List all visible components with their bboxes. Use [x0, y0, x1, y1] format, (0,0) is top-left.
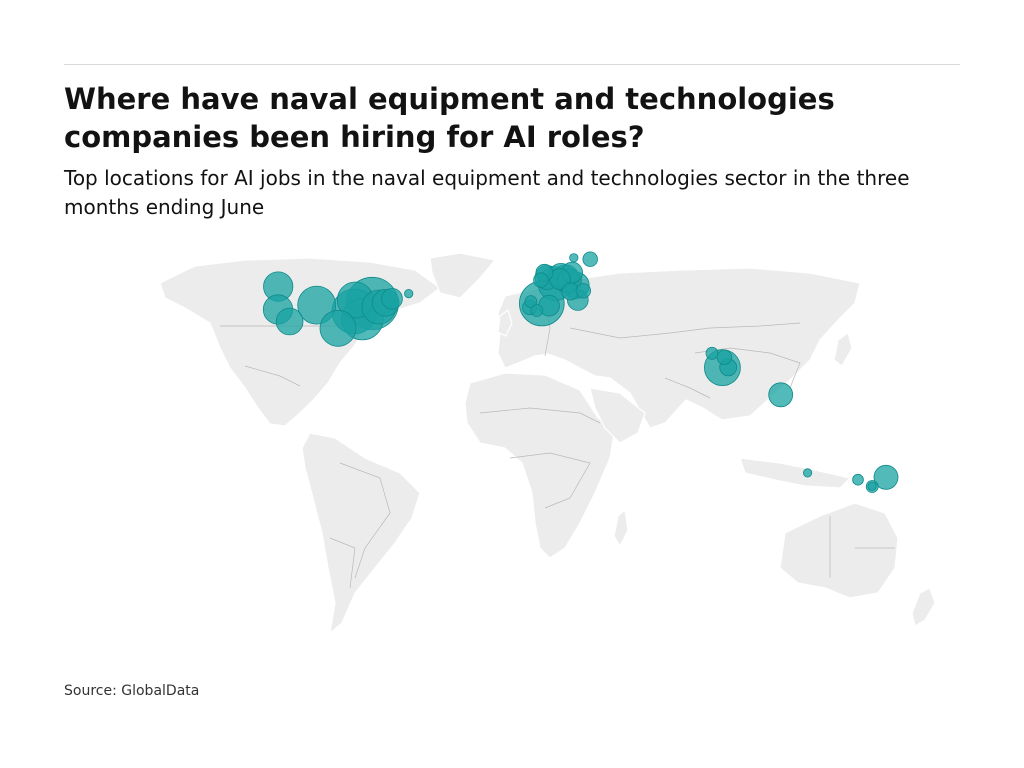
- location-bubble: [319, 309, 357, 347]
- location-bubble: [716, 349, 733, 366]
- location-bubble: [404, 288, 414, 299]
- chart-title: Where have naval equipment and technolog…: [64, 82, 835, 154]
- top-rule: [64, 64, 960, 65]
- bubble-layer: [262, 251, 899, 493]
- land-new-zealand: [911, 587, 936, 627]
- location-bubble: [768, 382, 794, 408]
- border-layer: [220, 297, 895, 589]
- location-bubble: [852, 473, 864, 486]
- border-australia: [829, 516, 895, 578]
- location-bubble: [802, 468, 813, 478]
- land-north-america: [159, 257, 442, 427]
- land-madagascar: [613, 508, 629, 548]
- source-note: Source: GlobalData: [64, 683, 200, 699]
- land-south-america: [301, 432, 421, 635]
- border-india: [664, 377, 711, 399]
- border-us-mexico: [244, 365, 301, 387]
- location-bubble: [524, 295, 538, 308]
- border-africa-central: [509, 452, 591, 509]
- location-bubble: [705, 346, 719, 360]
- land-arabia: [589, 387, 646, 444]
- location-bubble: [873, 464, 899, 490]
- land-greenland: [429, 252, 497, 299]
- world-map: [159, 251, 936, 635]
- location-bubble: [569, 253, 579, 263]
- border-russia-south: [569, 322, 801, 339]
- location-bubble: [867, 481, 877, 491]
- land-australia: [779, 502, 899, 599]
- location-bubble: [530, 304, 544, 317]
- location-bubble: [533, 272, 549, 288]
- border-africa-north: [479, 407, 601, 424]
- land-japan: [833, 332, 853, 367]
- location-bubble: [275, 307, 304, 336]
- border-brazil: [339, 462, 391, 579]
- border-argentina: [329, 537, 356, 589]
- chart-subtitle: Top locations for AI jobs in the naval e…: [64, 166, 910, 219]
- land-eurasia: [497, 267, 861, 429]
- land-africa: [464, 372, 616, 559]
- land-indonesia: [739, 457, 852, 489]
- location-bubble: [575, 283, 592, 299]
- location-bubble: [582, 251, 598, 267]
- land-uk: [497, 309, 513, 337]
- location-bubble: [381, 288, 403, 310]
